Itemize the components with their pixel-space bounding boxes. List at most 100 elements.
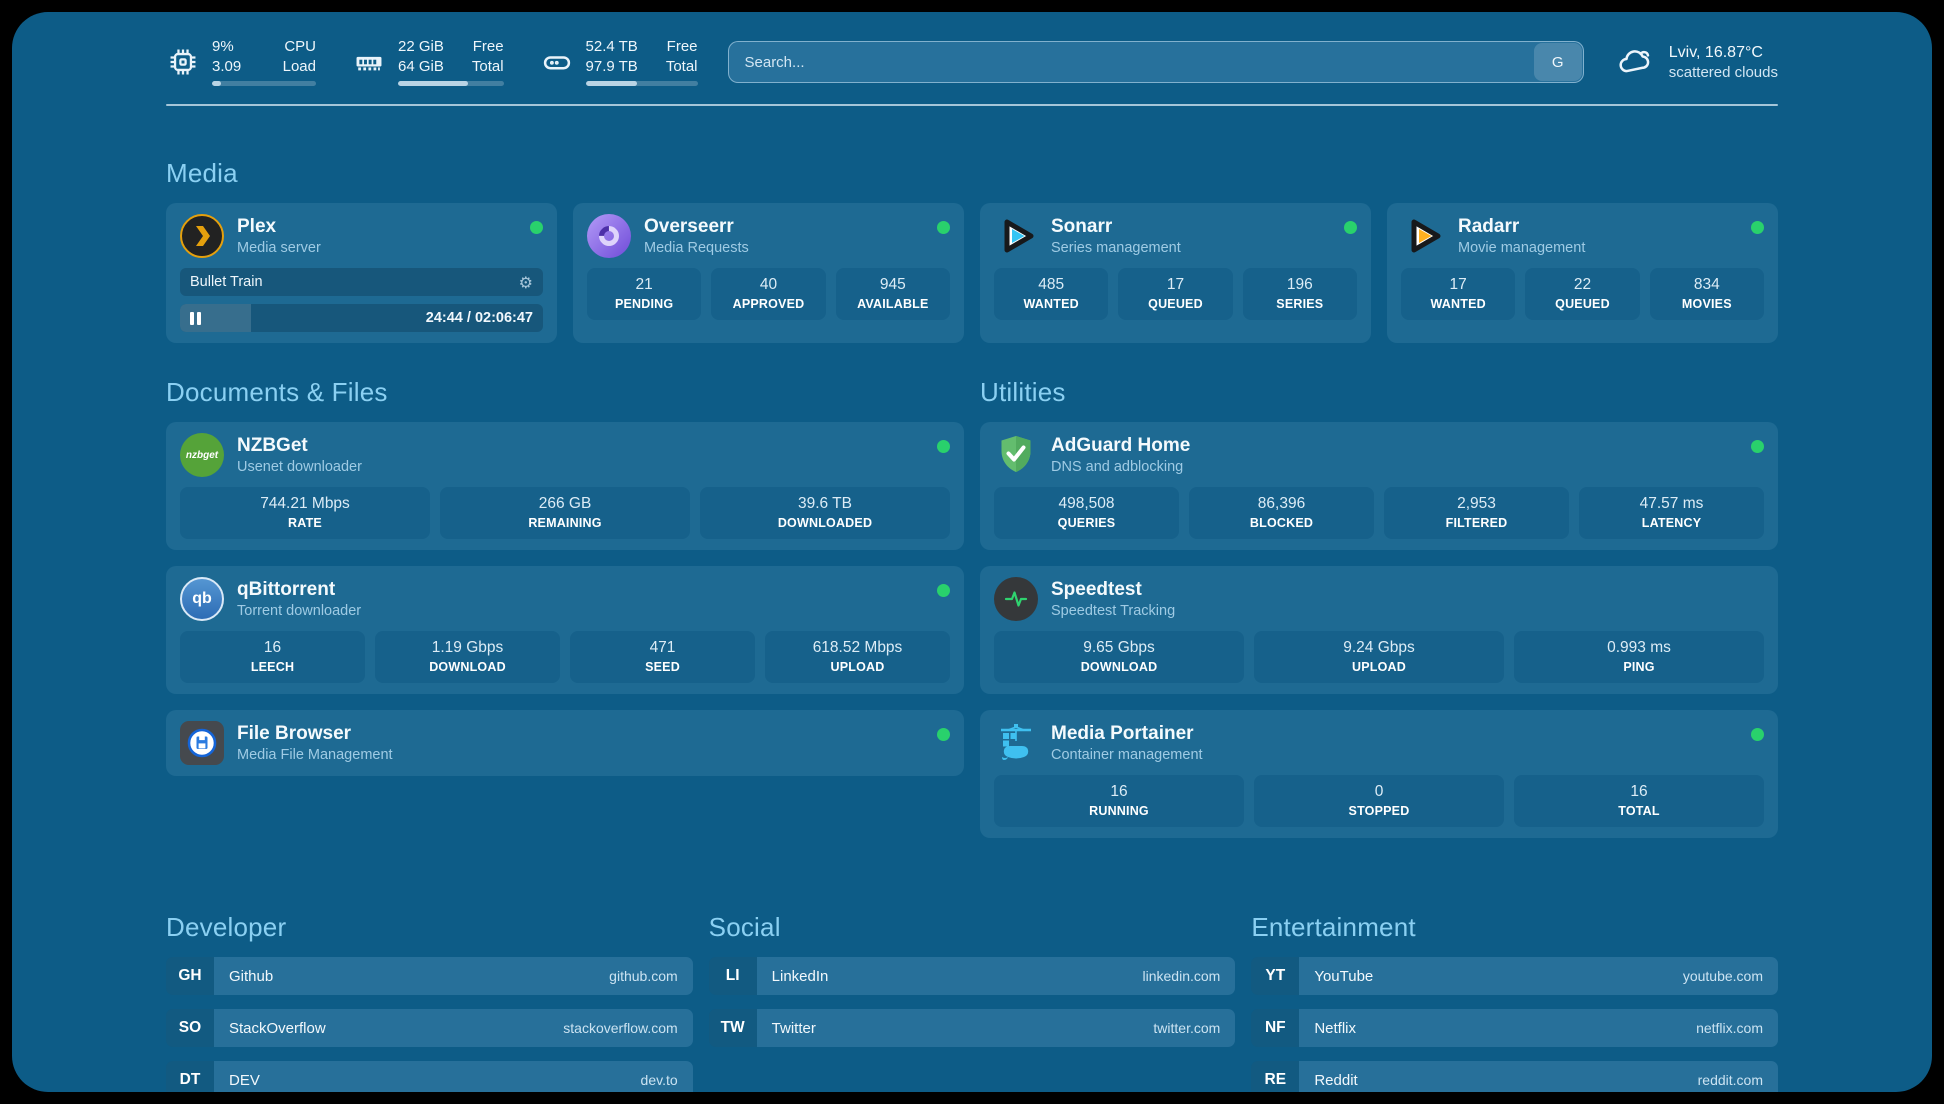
- stat-tile: 22 QUEUED: [1525, 268, 1640, 320]
- player-bar[interactable]: 24:44 / 02:06:47: [180, 304, 543, 332]
- stat-tile: 9.65 Gbps DOWNLOAD: [994, 631, 1244, 683]
- app-subtitle: Media server: [237, 239, 321, 256]
- overseerr-icon: [587, 214, 631, 258]
- stat-tile: 86,396 BLOCKED: [1189, 487, 1374, 539]
- bookmark-label: Github: [229, 967, 274, 985]
- stat-tile: 498,508 QUERIES: [994, 487, 1179, 539]
- bookmark-label: YouTube: [1314, 967, 1374, 985]
- disk-widget: 52.4 TB 97.9 TB Free Total: [540, 38, 698, 86]
- weather-widget: Lviv, 16.87°C scattered clouds: [1614, 41, 1778, 83]
- bookmark-url: dev.to: [640, 1072, 678, 1088]
- playback-time: 24:44 / 02:06:47: [425, 310, 533, 326]
- speedtest-icon: [994, 577, 1038, 621]
- bookmark-linkedin[interactable]: LI LinkedIn linkedin.com: [708, 957, 1236, 995]
- search-input[interactable]: [727, 41, 1584, 83]
- bookmark-label: StackOverflow: [229, 1019, 326, 1037]
- bookmark-netflix[interactable]: NF Netflix netflix.com: [1251, 1009, 1778, 1047]
- app-card-speedtest[interactable]: Speedtest Speedtest Tracking 9.65 Gbps D…: [980, 566, 1778, 694]
- app-subtitle: Torrent downloader: [237, 602, 362, 619]
- bookmark-stackoverflow[interactable]: SO StackOverflow stackoverflow.com: [166, 1009, 693, 1047]
- disk-icon: [543, 56, 570, 70]
- app-card-sonarr[interactable]: Sonarr Series management 485 WANTED 17 Q…: [980, 203, 1371, 343]
- status-badge: [1751, 440, 1764, 453]
- stat-tile: 16 RUNNING: [994, 775, 1244, 827]
- status-badge: [1751, 728, 1764, 741]
- app-subtitle: Series management: [1051, 239, 1181, 256]
- app-card-adguard[interactable]: AdGuard Home DNS and adblocking 498,508 …: [980, 422, 1778, 550]
- section-title-entertainment: Entertainment: [1251, 912, 1416, 942]
- bookmark-label: Reddit: [1314, 1071, 1358, 1089]
- stat-tile: 945 AVAILABLE: [835, 268, 950, 320]
- app-card-portainer[interactable]: Media Portainer Container management 16 …: [980, 710, 1778, 838]
- system-stats: 9% 3.09 CPU Load: [166, 38, 698, 86]
- bookmark-label: DEV: [229, 1071, 260, 1089]
- gear-icon[interactable]: ⚙: [518, 272, 533, 292]
- stat-tile: 485 WANTED: [994, 268, 1109, 320]
- bookmark-youtube[interactable]: YT YouTube youtube.com: [1251, 957, 1778, 995]
- bookmark-abbr: LI: [708, 957, 757, 995]
- stat-tile: 47.57 ms LATENCY: [1579, 487, 1764, 539]
- header-divider: [166, 104, 1778, 106]
- stat-tile: 9.24 Gbps UPLOAD: [1254, 631, 1504, 683]
- app-card-overseerr[interactable]: Overseerr Media Requests 21 PENDING 40 A…: [573, 203, 964, 343]
- app-name: qBittorrent: [237, 579, 336, 601]
- search-bar: G: [727, 41, 1584, 83]
- app-name: Media Portainer: [1051, 723, 1194, 745]
- stat-tile: 17 WANTED: [1401, 268, 1516, 320]
- app-name: Speedtest: [1051, 579, 1142, 601]
- disk-progress-bar: [585, 81, 698, 86]
- stat-tile: 0 STOPPED: [1254, 775, 1504, 827]
- bookmark-abbr: GH: [166, 957, 214, 995]
- app-name: AdGuard Home: [1051, 435, 1191, 457]
- app-subtitle: Usenet downloader: [237, 458, 362, 475]
- bookmark-abbr: YT: [1251, 957, 1300, 995]
- bookmark-github[interactable]: GH Github github.com: [166, 957, 693, 995]
- app-card-nzbget[interactable]: nzbget NZBGet Usenet downloader 744.21 M…: [166, 422, 964, 550]
- cloud-icon: [1619, 50, 1650, 73]
- stat-tile: 16 LEECH: [180, 631, 365, 683]
- adguard-icon: [994, 433, 1038, 477]
- bookmark-label: LinkedIn: [771, 967, 829, 985]
- app-card-plex[interactable]: Plex Media server Bullet Train ⚙ 24:44 /…: [166, 203, 557, 343]
- cpu-progress-bar: [212, 81, 316, 86]
- memory-values: 22 GiB 64 GiB: [398, 38, 444, 75]
- section-title-documents: Documents & Files: [166, 377, 388, 407]
- status-badge: [1344, 221, 1357, 234]
- app-name: Sonarr: [1051, 216, 1113, 238]
- app-subtitle: Media Requests: [644, 239, 749, 256]
- stat-tile: 196 SERIES: [1242, 268, 1357, 320]
- app-name: Plex: [237, 216, 277, 238]
- status-badge: [937, 584, 950, 597]
- now-playing-title: Bullet Train: [190, 274, 263, 290]
- filebrowser-icon: [180, 721, 224, 765]
- bookmark-url: twitter.com: [1153, 1020, 1221, 1036]
- disk-labels: Free Total: [665, 38, 698, 75]
- bookmark-group-entertainment: Entertainment YT YouTube youtube.com NF …: [1251, 912, 1778, 1092]
- section-utilities: Utilities AdGuard Home DNS and adblockin…: [980, 377, 1778, 854]
- bookmark-abbr: TW: [708, 1009, 757, 1047]
- weather-condition: scattered clouds: [1668, 63, 1778, 81]
- bookmark-reddit[interactable]: RE Reddit reddit.com: [1251, 1061, 1778, 1092]
- nzbget-icon: nzbget: [180, 433, 224, 477]
- bookmark-label: Netflix: [1314, 1019, 1357, 1037]
- memory-labels: Free Total: [471, 38, 504, 75]
- app-card-qbittorrent[interactable]: qb qBittorrent Torrent downloader 16 LEE…: [166, 566, 964, 694]
- app-card-filebrowser[interactable]: File Browser Media File Management: [166, 710, 964, 776]
- bookmark-dev[interactable]: DT DEV dev.to: [166, 1061, 693, 1092]
- stat-tile: 1.19 Gbps DOWNLOAD: [375, 631, 560, 683]
- search-engine-button[interactable]: G: [1533, 43, 1582, 81]
- stat-tile: 16 TOTAL: [1514, 775, 1764, 827]
- status-badge: [937, 728, 950, 741]
- bookmark-url: reddit.com: [1697, 1072, 1763, 1088]
- pause-icon[interactable]: [190, 311, 201, 325]
- cpu-chip-icon: [170, 49, 196, 75]
- stat-tile: 17 QUEUED: [1118, 268, 1233, 320]
- stat-tile: 39.6 TB DOWNLOADED: [700, 487, 950, 539]
- bookmark-twitter[interactable]: TW Twitter twitter.com: [708, 1009, 1236, 1047]
- stat-tile: 834 MOVIES: [1649, 268, 1764, 320]
- bookmark-url: youtube.com: [1682, 968, 1763, 984]
- stat-tile: 618.52 Mbps UPLOAD: [765, 631, 950, 683]
- section-title-media: Media: [166, 158, 238, 188]
- app-card-radarr[interactable]: Radarr Movie management 17 WANTED 22 QUE…: [1387, 203, 1778, 343]
- cpu-widget: 9% 3.09 CPU Load: [166, 38, 316, 86]
